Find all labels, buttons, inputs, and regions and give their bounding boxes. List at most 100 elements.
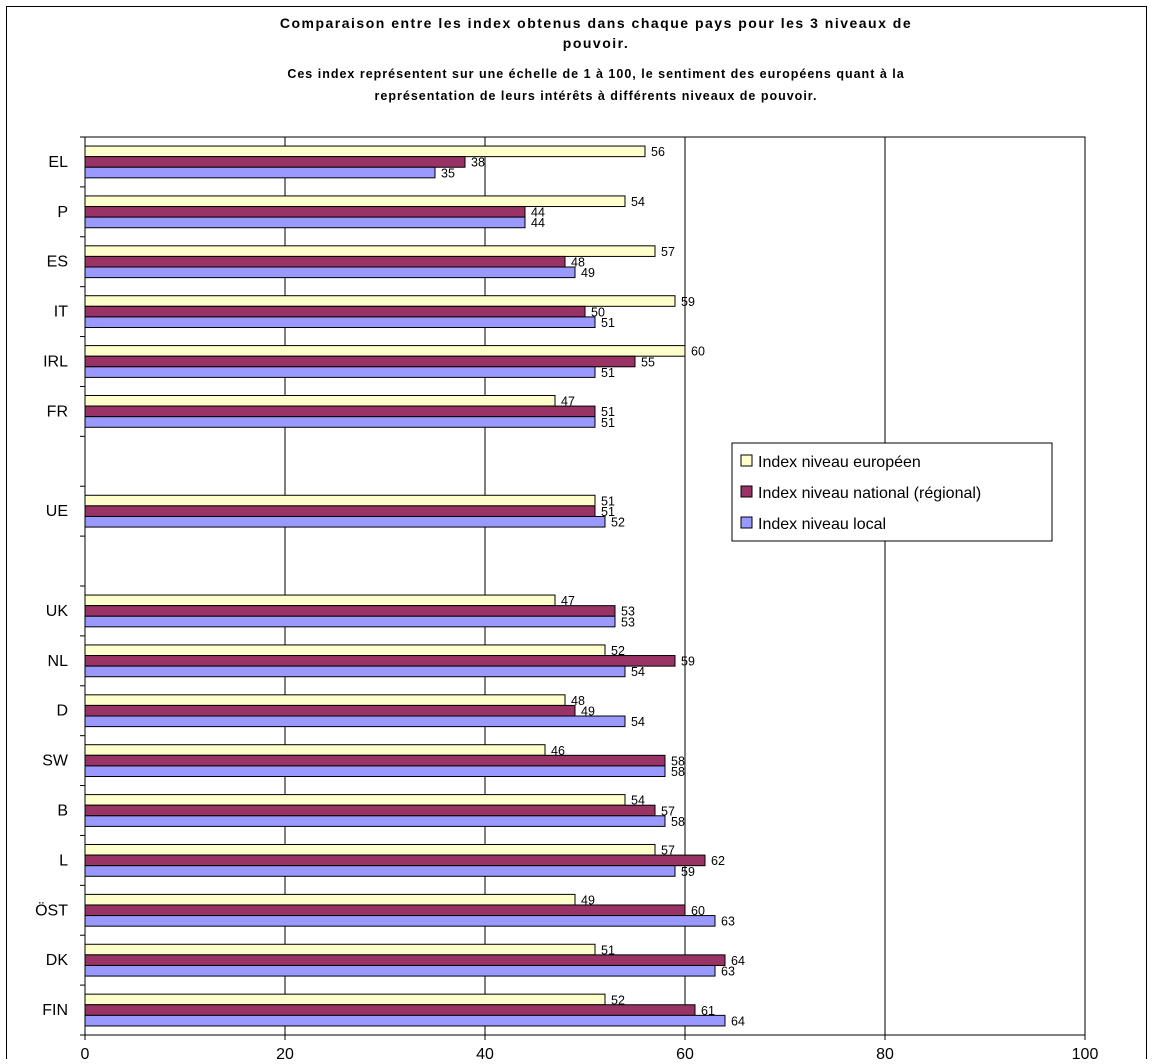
data-label-european: 48 — [571, 694, 585, 708]
data-label-european: 57 — [661, 844, 675, 858]
bar-national — [84, 156, 466, 168]
data-label-local: 44 — [531, 216, 545, 230]
legend-box — [731, 442, 1053, 542]
legend-label-national: Index niveau national (régional) — [758, 485, 981, 502]
data-label-local: 51 — [601, 316, 615, 330]
bar-local — [84, 266, 576, 279]
bar-national — [84, 355, 636, 368]
chart-title: Comparaison entre les index obtenus dans… — [280, 15, 912, 51]
bars — [84, 145, 726, 1027]
chart-title-line-1: Comparaison entre les index obtenus dans… — [280, 15, 912, 31]
category-label: IRL — [43, 354, 68, 371]
bar-local — [84, 166, 436, 179]
data-label-national: 50 — [591, 305, 605, 319]
data-label-national: 58 — [671, 754, 685, 768]
bar-european — [84, 295, 676, 307]
data-label-european: 54 — [631, 794, 645, 808]
data-label-local: 54 — [631, 665, 645, 679]
data-label-national: 60 — [691, 904, 705, 918]
data-label-european: 51 — [601, 943, 615, 957]
data-label-european: 46 — [551, 744, 565, 758]
category-label: L — [59, 852, 68, 869]
bar-european — [84, 494, 596, 507]
data-label-european: 51 — [601, 494, 615, 508]
bar-national — [84, 505, 596, 517]
category-labels: EL P ES IT IRL FR UE UK NL D SW B L ÖST DK FIN — [35, 136, 85, 1036]
legend-label-local: Index niveau local — [758, 516, 886, 533]
bar-national — [84, 904, 686, 917]
bar-national — [84, 804, 656, 817]
bar-national — [84, 954, 726, 966]
data-label-national: 51 — [601, 405, 615, 419]
x-tick-label: 100 — [1072, 1046, 1099, 1059]
category-label: FIN — [42, 1002, 68, 1019]
bar-local — [84, 865, 676, 877]
x-tick-label: 20 — [276, 1046, 294, 1059]
data-label-national: 59 — [681, 655, 695, 669]
bar-national — [84, 854, 706, 867]
x-tick-label: 0 — [81, 1046, 90, 1059]
data-label-national: 55 — [641, 355, 655, 369]
bar-national — [84, 704, 576, 717]
chart-subtitle-line-1: Ces index représentent sur une échelle d… — [287, 67, 904, 81]
bar-european — [84, 345, 686, 357]
bar-european — [84, 893, 576, 906]
bar-local — [84, 366, 596, 378]
data-label-local: 63 — [721, 965, 735, 979]
category-label: D — [56, 703, 68, 720]
bar-local — [84, 615, 616, 628]
data-label-european: 47 — [561, 395, 575, 409]
bar-european — [84, 145, 646, 158]
bar-local — [84, 665, 626, 678]
data-label-local: 35 — [441, 166, 455, 180]
chart-title-line-2: pouvoir. — [563, 35, 629, 51]
data-label-european: 52 — [611, 644, 625, 658]
data-label-national: 51 — [601, 505, 615, 519]
x-tick-label: 60 — [676, 1046, 694, 1059]
category-label: UE — [46, 503, 68, 520]
bar-national — [84, 405, 596, 418]
data-label-european: 56 — [651, 145, 665, 159]
data-label-european: 49 — [581, 893, 595, 907]
bar-local — [84, 416, 596, 428]
bar-national — [84, 754, 666, 767]
bar-european — [84, 245, 656, 257]
category-label: UK — [46, 603, 69, 620]
bar-local — [84, 515, 606, 528]
data-label-local: 63 — [721, 915, 735, 929]
bar-local — [84, 915, 716, 927]
data-label-local: 51 — [601, 416, 615, 430]
category-label: B — [57, 803, 68, 820]
data-label-european: 47 — [561, 594, 575, 608]
data-label-european: 60 — [691, 345, 705, 359]
chart-subtitle-line-2: représentation de leurs intérêts à diffé… — [375, 89, 818, 103]
bar-european — [84, 843, 656, 856]
bar-local — [84, 815, 666, 827]
data-label-national: 44 — [531, 206, 545, 220]
data-label-european: 57 — [661, 245, 675, 259]
data-label-local: 58 — [671, 815, 685, 829]
x-tick-label: 40 — [476, 1046, 494, 1059]
data-label-local: 49 — [581, 266, 595, 280]
bar-european — [84, 794, 626, 806]
category-label: FR — [47, 403, 68, 420]
data-label-national: 53 — [621, 605, 635, 619]
legend-swatch-national — [740, 485, 753, 498]
bar-national — [84, 305, 586, 318]
data-label-european: 59 — [681, 295, 695, 309]
category-label: ÖST — [35, 901, 68, 919]
category-label: IT — [54, 304, 68, 321]
data-label-european: 52 — [611, 993, 625, 1007]
data-label-local: 51 — [601, 366, 615, 380]
data-label-local: 58 — [671, 765, 685, 779]
legend: Index niveau européen Index niveau natio… — [731, 442, 1053, 542]
bar-european — [84, 943, 596, 956]
data-label-local: 53 — [621, 615, 635, 629]
grid-lines — [284, 137, 886, 1035]
data-label-national: 61 — [701, 1004, 715, 1018]
bar-local — [84, 964, 716, 977]
bar-local — [84, 216, 526, 229]
category-label: ES — [47, 254, 68, 271]
